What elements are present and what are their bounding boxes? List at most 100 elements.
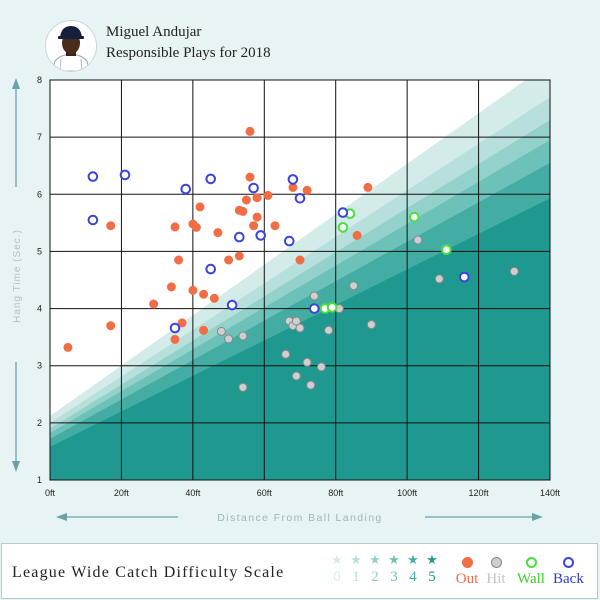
point-back — [87, 214, 99, 226]
x-axis-left-arrow — [56, 513, 178, 521]
point-out — [166, 282, 176, 292]
point-wall — [409, 211, 420, 223]
point-back — [248, 182, 259, 194]
point-out — [241, 195, 251, 205]
point-hit — [295, 323, 305, 333]
hit-marker-icon — [490, 557, 502, 568]
y-tick-label: 5 — [37, 246, 42, 256]
point-hit — [238, 382, 248, 392]
point-out — [195, 202, 205, 212]
point-hit — [324, 325, 334, 335]
y-axis-up-arrow — [12, 78, 20, 187]
legend-label: League Wide Catch Difficulty Scale — [12, 564, 285, 581]
y-tick-label: 1 — [37, 475, 42, 485]
point-out — [245, 126, 255, 136]
point-out — [177, 318, 187, 328]
point-back — [226, 299, 238, 311]
y-tick-label: 6 — [37, 189, 42, 199]
scatter-chart: 0ft 20ft 40ft 60ft 80ft 100ft 120ft 140ft 1 2 3 4 5… — [12, 75, 561, 524]
point-back — [205, 263, 216, 275]
point-out — [191, 222, 201, 232]
y-tick-label: 2 — [37, 418, 42, 428]
x-axis-right-arrow — [425, 513, 543, 521]
point-out — [252, 193, 262, 203]
axis-arrows — [12, 78, 543, 521]
point-back — [337, 207, 349, 218]
legend-star-label: 2 — [371, 569, 379, 585]
point-out — [199, 289, 209, 299]
point-hit — [216, 326, 226, 336]
y-tick-labels: 1 2 3 4 5 6 7 8 — [37, 75, 42, 485]
point-back — [255, 230, 267, 241]
y-axis-label: Hang Time (Sec.) — [12, 229, 23, 323]
point-wall — [441, 244, 452, 255]
x-tick-label: 80ft — [328, 488, 344, 498]
point-out — [199, 325, 209, 335]
point-hit — [306, 380, 316, 390]
point-out — [302, 185, 312, 195]
point-out — [174, 255, 184, 265]
x-tick-label: 20ft — [114, 488, 130, 498]
player-photo-icon — [46, 21, 96, 71]
legend-wall: Wall — [516, 554, 546, 588]
legend-star-label: 4 — [409, 569, 417, 585]
back-marker-icon — [562, 557, 574, 568]
point-out — [170, 334, 180, 344]
point-back — [287, 174, 299, 185]
legend-star-label: 3 — [390, 569, 398, 585]
point-hit — [413, 235, 423, 245]
legend-wall-label: Wall — [517, 571, 545, 587]
player-avatar — [45, 20, 97, 72]
point-hit — [509, 266, 519, 276]
legend-star-3: ★ 3 — [379, 554, 409, 586]
point-out — [106, 221, 116, 231]
point-back — [294, 193, 306, 204]
star-icon: ★ — [331, 553, 343, 568]
y-tick-label: 8 — [37, 75, 42, 85]
legend-out-label: Out — [455, 571, 479, 587]
point-out — [249, 221, 259, 231]
legend-star-5: ★ 5 — [417, 554, 447, 586]
legend-back: Back — [553, 554, 584, 588]
player-name: Miguel Andujar — [106, 24, 202, 40]
legend-out: Out — [452, 554, 482, 588]
y-tick-label: 7 — [37, 132, 42, 142]
point-wall — [337, 222, 349, 233]
legend-hit-label: Hit — [486, 571, 506, 587]
point-hit — [316, 362, 326, 372]
legend-star-2: ★ 2 — [360, 554, 390, 586]
legend-star-label: 0 — [333, 569, 341, 585]
point-hit — [366, 320, 376, 330]
out-marker-icon — [461, 557, 473, 568]
star-icon: ★ — [426, 553, 438, 568]
point-out — [63, 342, 73, 352]
x-tick-label: 40ft — [185, 488, 201, 498]
point-out — [252, 212, 262, 222]
point-out — [245, 172, 255, 182]
x-tick-label: 120ft — [469, 488, 490, 498]
chart-header: Miguel Andujar Responsible Plays for 201… — [0, 0, 600, 80]
point-out — [270, 221, 280, 231]
x-tick-label: 60ft — [257, 488, 273, 498]
y-axis-down-arrow — [12, 362, 20, 472]
star-icon: ★ — [407, 553, 419, 568]
legend-star-4: ★ 4 — [398, 554, 428, 586]
point-out — [263, 190, 273, 200]
difficulty-band-5 — [50, 198, 550, 481]
point-out — [170, 222, 180, 232]
point-out — [188, 285, 198, 295]
point-out — [238, 206, 248, 216]
star-icon: ★ — [388, 553, 400, 568]
point-out — [209, 293, 219, 303]
point-back — [309, 303, 320, 314]
point-back — [180, 183, 191, 195]
point-out — [352, 230, 362, 240]
legend-star-0: ★ 0 — [322, 554, 352, 586]
point-out — [149, 299, 159, 309]
point-out — [224, 255, 234, 265]
x-axis-label: Distance From Ball Landing — [217, 512, 382, 524]
difficulty-bands — [50, 80, 550, 481]
legend-back-label: Back — [553, 571, 584, 587]
point-hit — [281, 349, 291, 359]
point-back — [87, 171, 99, 182]
